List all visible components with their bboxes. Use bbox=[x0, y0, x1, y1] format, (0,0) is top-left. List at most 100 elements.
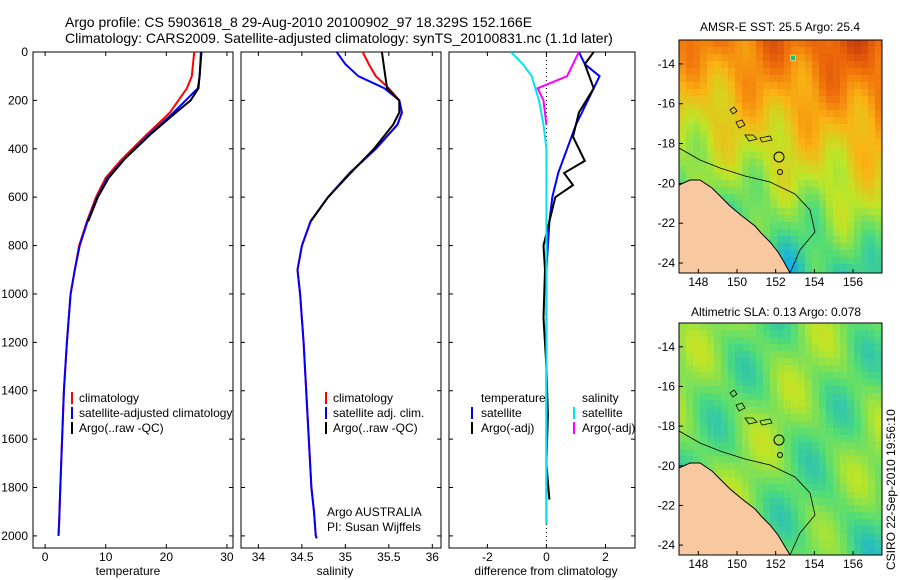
heatmap-cell bbox=[875, 208, 882, 216]
heatmap-cell bbox=[847, 152, 855, 160]
heatmap-cell bbox=[826, 250, 834, 258]
heatmap-cell bbox=[679, 131, 687, 139]
heatmap-cell bbox=[742, 323, 750, 331]
heatmap-cell bbox=[714, 117, 722, 125]
heatmap-cell bbox=[812, 428, 820, 436]
temperature-legend: climatology satellite-adjusted climatolo… bbox=[71, 391, 232, 435]
heatmap-cell bbox=[847, 236, 855, 244]
map-x-tick-label: 148 bbox=[688, 275, 708, 289]
heatmap-cell bbox=[777, 187, 785, 195]
heatmap-cell bbox=[812, 187, 820, 195]
heatmap-cell bbox=[854, 145, 862, 153]
heatmap-cell bbox=[833, 194, 841, 202]
heatmap-cell bbox=[770, 519, 778, 527]
heatmap-cell bbox=[763, 477, 771, 485]
heatmap-cell bbox=[861, 463, 869, 471]
heatmap-cell bbox=[854, 96, 862, 104]
heatmap-cell bbox=[798, 82, 806, 90]
heatmap-cell bbox=[763, 110, 771, 118]
heatmap-cell bbox=[854, 250, 862, 258]
heatmap-cell bbox=[707, 47, 715, 55]
heatmap-cell bbox=[833, 484, 841, 492]
heatmap-cell bbox=[784, 484, 792, 492]
heatmap-cell bbox=[756, 180, 764, 188]
heatmap-cell bbox=[749, 491, 757, 499]
heatmap-cell bbox=[735, 421, 743, 429]
depth-tick-label: 200 bbox=[8, 93, 28, 107]
heatmap-cell bbox=[686, 386, 694, 394]
heatmap-cell bbox=[700, 89, 708, 97]
heatmap-cell bbox=[840, 117, 848, 125]
heatmap-cell bbox=[798, 187, 806, 195]
heatmap-cell bbox=[728, 323, 736, 331]
heatmap-cell bbox=[833, 337, 841, 345]
heatmap-cell bbox=[749, 40, 757, 48]
heatmap-cell bbox=[812, 379, 820, 387]
heatmap-cell bbox=[847, 470, 855, 478]
heatmap-cell bbox=[679, 152, 687, 160]
heatmap-cell bbox=[749, 152, 757, 160]
heatmap-cell bbox=[847, 131, 855, 139]
heatmap-cell bbox=[861, 96, 869, 104]
heatmap-cell bbox=[826, 187, 834, 195]
heatmap-cell bbox=[868, 257, 876, 265]
heatmap-cell bbox=[840, 68, 848, 76]
heatmap-cell bbox=[861, 505, 869, 513]
heatmap-cell bbox=[749, 75, 757, 83]
heatmap-cell bbox=[770, 407, 778, 415]
heatmap-cell bbox=[756, 337, 764, 345]
heatmap-cell bbox=[777, 138, 785, 146]
heatmap-cell bbox=[819, 526, 827, 534]
heatmap-cell bbox=[777, 330, 785, 338]
heatmap-cell bbox=[798, 351, 806, 359]
heatmap-cell bbox=[791, 449, 799, 457]
heatmap-cell bbox=[833, 180, 841, 188]
heatmap-cell bbox=[777, 344, 785, 352]
heatmap-cell bbox=[819, 250, 827, 258]
heatmap-cell bbox=[707, 393, 715, 401]
heatmap-cell bbox=[770, 358, 778, 366]
heatmap-cell bbox=[770, 110, 778, 118]
heatmap-cell bbox=[770, 138, 778, 146]
heatmap-cell bbox=[812, 505, 820, 513]
heatmap-cell bbox=[700, 372, 708, 380]
heatmap-cell bbox=[693, 400, 701, 408]
heatmap-cell bbox=[721, 428, 729, 436]
heatmap-cell bbox=[770, 124, 778, 132]
heatmap-cell bbox=[798, 358, 806, 366]
heatmap-cell bbox=[763, 124, 771, 132]
heatmap-cell bbox=[868, 96, 876, 104]
heatmap-cell bbox=[861, 456, 869, 464]
heatmap-cell bbox=[784, 407, 792, 415]
heatmap-cell bbox=[854, 547, 862, 555]
series-line-satellite bbox=[296, 52, 403, 539]
heatmap-cell bbox=[875, 68, 882, 76]
heatmap-cell bbox=[868, 449, 876, 457]
heatmap-cell bbox=[805, 421, 813, 429]
heatmap-cell bbox=[749, 449, 757, 457]
heatmap-cell bbox=[742, 344, 750, 352]
heatmap-cell bbox=[735, 351, 743, 359]
heatmap-cell bbox=[833, 428, 841, 436]
heatmap-cell bbox=[784, 124, 792, 132]
heatmap-cell bbox=[812, 89, 820, 97]
heatmap-cell bbox=[840, 159, 848, 167]
heatmap-cell bbox=[791, 145, 799, 153]
heatmap-cell bbox=[679, 323, 687, 331]
heatmap-cell bbox=[826, 533, 834, 541]
heatmap-cell bbox=[805, 271, 813, 273]
heatmap-cell bbox=[875, 477, 882, 485]
heatmap-cell bbox=[868, 110, 876, 118]
heatmap-cell bbox=[728, 414, 736, 422]
heatmap-cell bbox=[756, 386, 764, 394]
heatmap-cell bbox=[714, 358, 722, 366]
heatmap-cell bbox=[686, 82, 694, 90]
heatmap-cell bbox=[861, 257, 869, 265]
heatmap-cell bbox=[721, 145, 729, 153]
heatmap-cell bbox=[868, 222, 876, 230]
heatmap-cell bbox=[805, 498, 813, 506]
heatmap-cell bbox=[875, 110, 882, 118]
heatmap-cell bbox=[875, 421, 882, 429]
heatmap-cell bbox=[686, 414, 694, 422]
heatmap-cell bbox=[798, 236, 806, 244]
